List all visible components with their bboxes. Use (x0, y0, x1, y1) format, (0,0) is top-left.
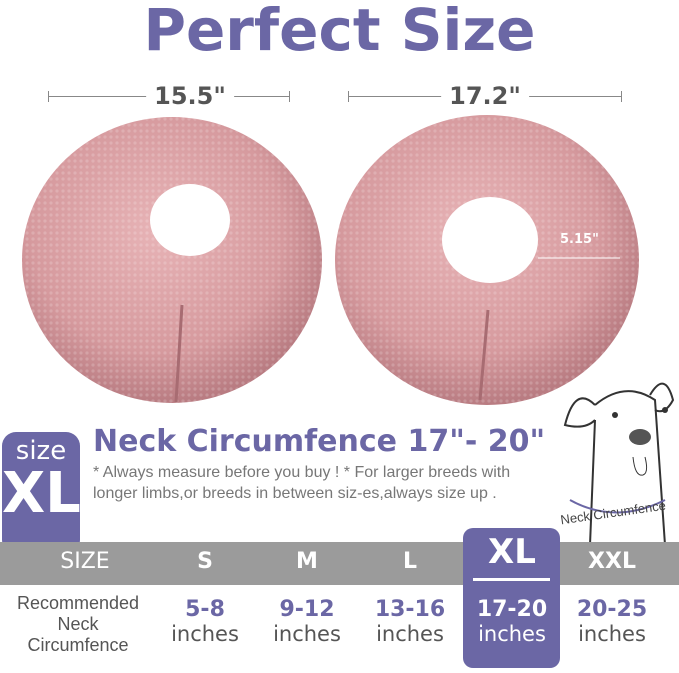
size-header-l: L (402, 549, 418, 574)
table-header-bar (0, 542, 679, 585)
range-unit: inches (273, 622, 341, 646)
range-unit: inches (171, 622, 239, 646)
collar-small (22, 117, 322, 403)
size-header-xl: XL (488, 532, 536, 572)
depth-label: 5.15" (560, 232, 599, 247)
collar-large (335, 115, 639, 405)
range-xl: 17-20 inches (476, 597, 548, 647)
range-unit: inches (478, 622, 546, 646)
selected-size-highlight (463, 528, 560, 668)
size-heading: Neck Circumfence 17"- 20" (93, 424, 546, 459)
size-header-m: M (296, 549, 318, 574)
range-value: 5-8 (185, 597, 225, 622)
page-title: Perfect Size (143, 0, 536, 64)
range-s: 5-8 inches (171, 597, 239, 647)
range-unit: inches (376, 622, 444, 646)
range-m: 9-12 inches (273, 597, 341, 647)
range-value: 17-20 (476, 597, 548, 622)
size-header-xxl: XXL (588, 549, 636, 574)
product-collars-image (22, 115, 639, 405)
range-value: 13-16 (374, 597, 446, 622)
dimension-label-left: 15.5" (146, 82, 234, 110)
table-header-label: SIZE (60, 549, 110, 574)
range-xxl: 20-25 inches (576, 597, 648, 647)
range-value: 20-25 (576, 597, 648, 622)
dimension-label-right: 17.2" (441, 82, 529, 110)
size-note: * Always measure before you buy ! * For … (93, 464, 511, 502)
dog-illustration (563, 382, 675, 545)
range-unit: inches (578, 622, 646, 646)
table-row-label: Recommended Neck Circumfence (16, 593, 140, 655)
range-l: 13-16 inches (374, 597, 446, 647)
badge-small-text: size (15, 436, 67, 466)
range-value: 9-12 (279, 597, 335, 622)
size-badge: size XL (2, 432, 81, 554)
size-header-s: S (197, 549, 213, 574)
badge-large-text: XL (2, 461, 81, 526)
